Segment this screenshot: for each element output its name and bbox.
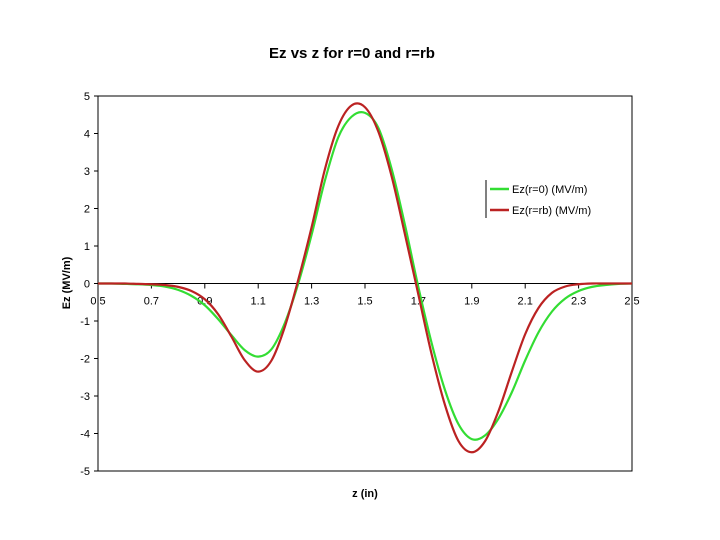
x-axis-title: z (in) xyxy=(352,488,378,500)
x-tick-label: 2.3 xyxy=(571,296,586,308)
x-tick-label: 1.1 xyxy=(251,296,266,308)
y-tick-label: 5 xyxy=(84,91,90,103)
series-lines xyxy=(97,102,633,454)
y-tick-label: 2 xyxy=(84,204,90,216)
legend: Ez(r=0) (MV/m) Ez(r=rb) (MV/m) xyxy=(485,180,591,218)
y-tick-label: 0 xyxy=(84,279,90,291)
y-tick-label: 4 xyxy=(84,129,90,141)
series-line-1 xyxy=(98,102,632,454)
chart-title: Ez vs z for r=0 and r=rb xyxy=(269,45,435,62)
x-tick-label: 0.5 xyxy=(90,296,105,308)
x-axis: 0.5 0.7 0.9 1.1 1.3 1.5 1.7 1.9 2.1 2.3 2.5 xyxy=(90,283,640,308)
legend-label-ez-r0: Ez(r=0) (MV/m) xyxy=(512,184,587,196)
x-tick-label: 2.1 xyxy=(518,296,533,308)
y-tick-label: 3 xyxy=(84,166,90,178)
y-tick-label: 1 xyxy=(84,241,90,253)
x-tick-label: 0.7 xyxy=(144,296,159,308)
legend-label-ez-rb: Ez(r=rb) (MV/m) xyxy=(512,205,591,217)
y-tick-label: -2 xyxy=(80,354,90,366)
y-axis: 5 4 3 2 1 0 -1 -2 -3 -4 -5 xyxy=(80,91,98,478)
y-axis-title: Ez (MV/m) xyxy=(61,256,73,309)
y-tick-label: -4 xyxy=(80,429,90,441)
x-tick-label: 1.3 xyxy=(304,296,319,308)
x-tick-label: 0.9 xyxy=(197,296,212,308)
y-tick-label: -5 xyxy=(80,466,90,478)
x-tick-label: 1.9 xyxy=(464,296,479,308)
y-tick-label: -1 xyxy=(80,316,90,328)
y-tick-label: -3 xyxy=(80,391,90,403)
series-line-0 xyxy=(97,110,633,441)
x-tick-label: 2.5 xyxy=(624,296,639,308)
x-tick-label: 1.5 xyxy=(357,296,372,308)
